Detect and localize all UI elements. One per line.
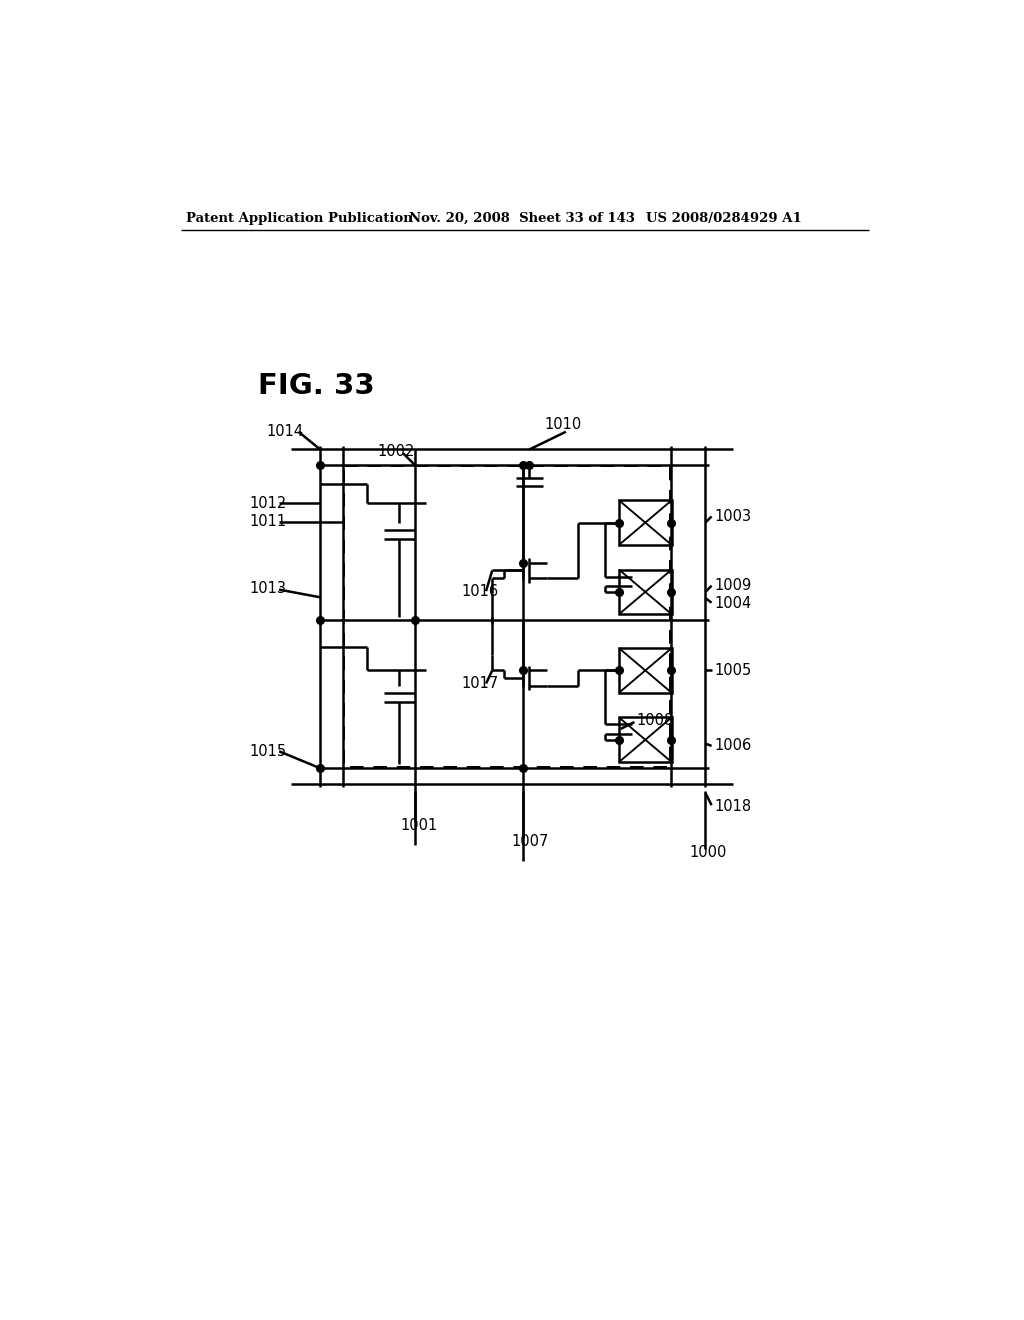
Text: 1009: 1009: [715, 578, 752, 593]
Bar: [344, 466, 670, 767]
Text: 1018: 1018: [715, 799, 752, 814]
Text: 1006: 1006: [715, 738, 752, 754]
Text: 1012: 1012: [250, 496, 287, 511]
Text: 1017: 1017: [461, 676, 499, 692]
Text: FIG. 33: FIG. 33: [258, 371, 375, 400]
Text: 1005: 1005: [715, 663, 752, 678]
Text: 1007: 1007: [512, 834, 549, 849]
Text: 1000: 1000: [690, 845, 727, 861]
Text: 1014: 1014: [266, 424, 303, 440]
Bar: [618, 718, 672, 762]
Bar: [618, 648, 672, 693]
Text: Patent Application Publication: Patent Application Publication: [186, 213, 413, 224]
Text: 1004: 1004: [715, 595, 752, 611]
Bar: [618, 500, 672, 545]
Text: 1008: 1008: [636, 713, 673, 729]
Bar: [618, 570, 672, 614]
Text: 1015: 1015: [250, 743, 287, 759]
Text: 1011: 1011: [250, 515, 287, 529]
Text: 1003: 1003: [715, 510, 752, 524]
Text: 1001: 1001: [400, 818, 438, 833]
Text: 1016: 1016: [461, 583, 499, 599]
Text: 1010: 1010: [544, 417, 582, 432]
Text: US 2008/0284929 A1: US 2008/0284929 A1: [646, 213, 802, 224]
Text: 1002: 1002: [378, 444, 415, 458]
Text: Nov. 20, 2008  Sheet 33 of 143: Nov. 20, 2008 Sheet 33 of 143: [409, 213, 635, 224]
Text: 1013: 1013: [250, 581, 287, 595]
